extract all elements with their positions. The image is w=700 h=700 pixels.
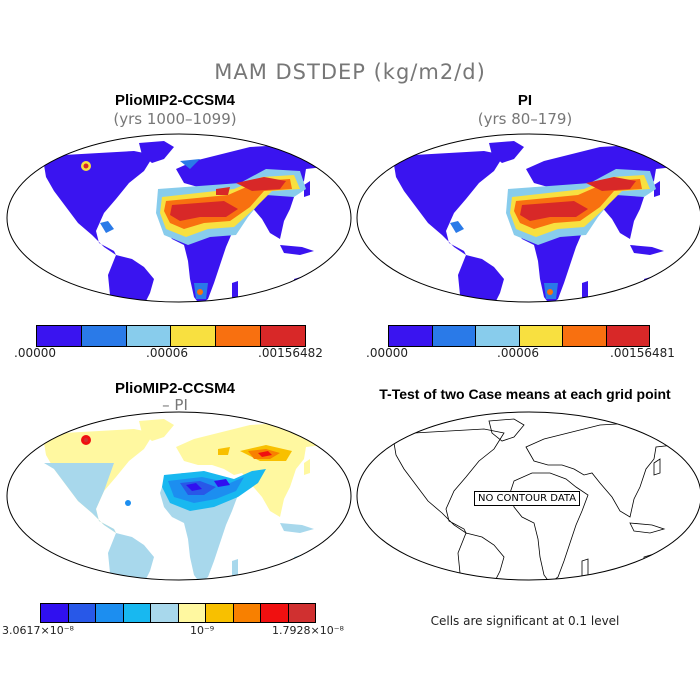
colorbar-swatch bbox=[563, 326, 607, 346]
colorbar-swatch bbox=[171, 326, 217, 346]
colorbar-pi bbox=[388, 325, 650, 347]
colorbar-swatch bbox=[96, 604, 124, 622]
colorbar-pi-label-max: .00156481 bbox=[610, 346, 675, 360]
colorbar-difference-label-min: 3.0617×10⁻⁸ bbox=[2, 624, 74, 637]
colorbar-swatch bbox=[261, 326, 305, 346]
colorbar-difference-label-mid: 10⁻⁹ bbox=[190, 624, 215, 637]
colorbar-model bbox=[36, 325, 306, 347]
panel-subtitle-difference: – PI bbox=[162, 396, 188, 414]
map-model bbox=[4, 133, 354, 305]
map-pi bbox=[354, 133, 700, 305]
colorbar-swatch bbox=[123, 604, 151, 622]
colorbar-swatch bbox=[41, 604, 69, 622]
colorbar-swatch bbox=[476, 326, 520, 346]
colorbar-swatch bbox=[178, 604, 206, 622]
panel-title-difference: PlioMIP2-CCSM4 bbox=[114, 380, 235, 397]
colorbar-swatch bbox=[261, 604, 289, 622]
colorbar-swatch bbox=[389, 326, 433, 346]
colorbar-swatch bbox=[81, 326, 127, 346]
colorbar-swatch bbox=[68, 604, 96, 622]
panel-title-pi: PI bbox=[517, 92, 533, 109]
colorbar-swatch bbox=[606, 326, 649, 346]
colorbar-swatch bbox=[151, 604, 179, 622]
figure-title: MAM DSTDEP (kg/m2/d) bbox=[214, 60, 486, 84]
significance-note: Cells are significant at 0.1 level bbox=[430, 614, 620, 628]
colorbar-model-label-mid: .00006 bbox=[146, 346, 188, 360]
colorbar-swatch bbox=[216, 326, 262, 346]
map-difference bbox=[4, 411, 354, 583]
colorbar-model-label-max: .00156482 bbox=[258, 346, 323, 360]
colorbar-swatch bbox=[37, 326, 82, 346]
colorbar-pi-label-mid: .00006 bbox=[497, 346, 539, 360]
colorbar-swatch bbox=[233, 604, 261, 622]
colorbar-swatch bbox=[126, 326, 172, 346]
panel-title-ttest: T-Test of two Case means at each grid po… bbox=[379, 386, 671, 402]
colorbar-pi-label-min: .00000 bbox=[366, 346, 408, 360]
panel-subtitle-pi-years: (yrs 80–179) bbox=[477, 110, 573, 128]
panel-subtitle-model-years: (yrs 1000–1099) bbox=[113, 110, 237, 128]
colorbar-difference bbox=[40, 603, 316, 623]
panel-title-model: PlioMIP2-CCSM4 bbox=[114, 92, 235, 109]
colorbar-difference-label-max: 1.7928×10⁻⁸ bbox=[272, 624, 344, 637]
no-contour-data-label: NO CONTOUR DATA bbox=[474, 491, 581, 506]
colorbar-swatch bbox=[519, 326, 563, 346]
colorbar-swatch bbox=[432, 326, 476, 346]
colorbar-swatch bbox=[288, 604, 315, 622]
colorbar-model-label-min: .00000 bbox=[14, 346, 56, 360]
colorbar-swatch bbox=[206, 604, 234, 622]
